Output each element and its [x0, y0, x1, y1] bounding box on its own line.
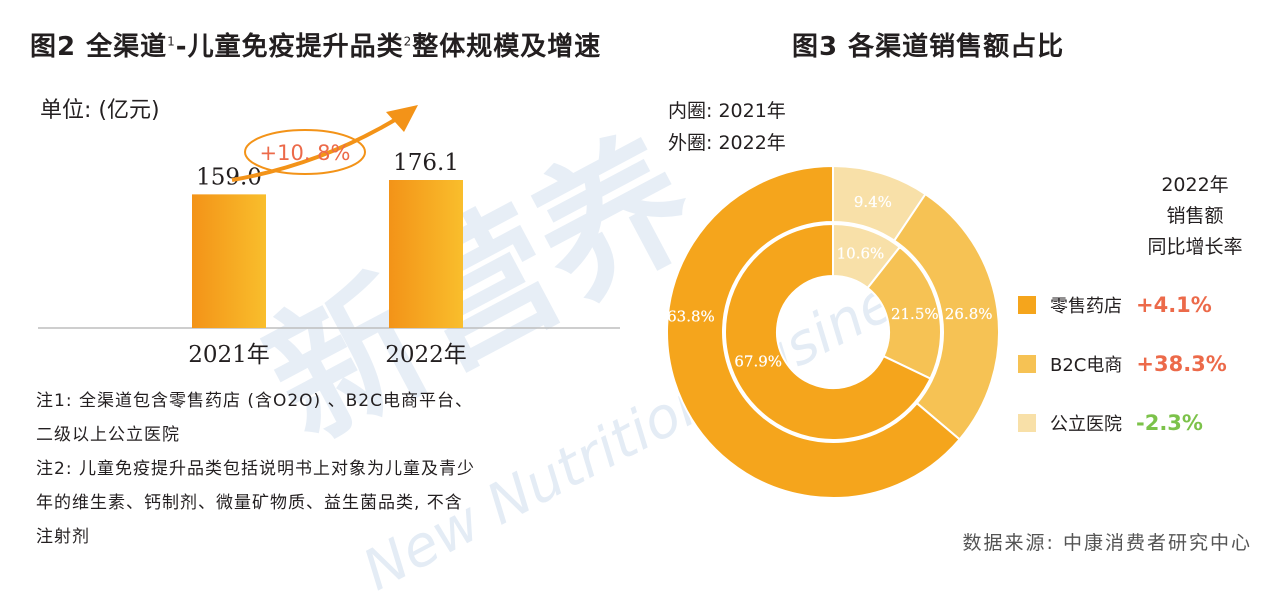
legend-label-hospital: 公立医院 — [1050, 414, 1122, 435]
legend-item-b2c: B2C电商 +38.3% — [1018, 351, 1227, 377]
legend-growth-hospital: -2.3% — [1136, 411, 1203, 435]
data-source: 数据来源: 中康消费者研究中心 — [962, 532, 1252, 554]
legend-item-hospital: 公立医院 -2.3% — [1018, 410, 1227, 436]
legend-label-b2c: B2C电商 — [1050, 355, 1123, 376]
growth-arrow: +10. 8% — [231, 105, 418, 182]
legend-title: 2022年 销售额 同比增长率 — [1120, 170, 1270, 263]
note-2-line-3: 注射剂 — [36, 527, 90, 547]
legend-swatch-hospital — [1018, 414, 1036, 432]
notes: 注1: 全渠道包含零售药店 (含O2O) 、B2C电商平台、 二级以上公立医院 … — [36, 384, 646, 554]
bar-2022年 — [389, 180, 463, 328]
outer-ring-label: 外圈: 2022年 — [668, 132, 786, 154]
legend-growth-retail: +4.1% — [1136, 293, 1212, 317]
legend-growth-b2c: +38.3% — [1136, 352, 1227, 376]
growth-label: +10. 8% — [260, 141, 351, 165]
fig3-title: 图3 各渠道销售额占比 — [792, 32, 1065, 62]
inner-ring-label: 内圈: 2021年 — [668, 100, 786, 122]
donut-chart: 10.6% 21.5% 67.9% 9.4% 26.8% 63.8% — [666, 164, 1000, 499]
bar-value-label: 176.1 — [393, 150, 459, 176]
note-2-line-1: 注2: 儿童免疫提升品类包括说明书上对象为儿童及青少 — [36, 459, 475, 479]
slice-label-outer: 26.8% — [945, 305, 993, 323]
growth-ellipse — [244, 129, 366, 175]
slice-label-inner: 21.5% — [891, 305, 939, 323]
ring-separator — [722, 221, 944, 443]
bar-2021年 — [192, 194, 266, 328]
legend-title-line-3: 同比增长率 — [1147, 236, 1243, 258]
slice-label-outer: 63.8% — [667, 307, 715, 325]
legend: 零售药店 +4.1% B2C电商 +38.3% 公立医院 -2.3% — [1018, 292, 1227, 436]
slice-label-inner: 67.9% — [734, 352, 782, 370]
legend-swatch-b2c — [1018, 355, 1036, 373]
fig2-title: 图2 全渠道1-儿童免疫提升品类2整体规模及增速 — [30, 32, 602, 62]
fig2-unit-label: 单位: (亿元) — [40, 98, 160, 123]
legend-item-retail: 零售药店 +4.1% — [1018, 292, 1227, 318]
note-2-line-2: 年的维生素、钙制剂、微量矿物质、益生菌品类, 不含 — [36, 493, 463, 513]
legend-title-line-1: 2022年 — [1161, 174, 1229, 196]
note-1-line-1: 注1: 全渠道包含零售药店 (含O2O) 、B2C电商平台、 — [36, 391, 473, 411]
legend-title-line-2: 销售额 — [1166, 205, 1224, 227]
slice-label-outer: 9.4% — [854, 193, 892, 211]
legend-swatch-retail — [1018, 296, 1036, 314]
slice-label-inner: 10.6% — [837, 245, 885, 263]
note-1-line-2: 二级以上公立医院 — [36, 425, 180, 445]
bar-category-label: 2022年 — [385, 342, 467, 368]
legend-label-retail: 零售药店 — [1050, 296, 1122, 317]
bar-category-label: 2021年 — [188, 342, 270, 368]
